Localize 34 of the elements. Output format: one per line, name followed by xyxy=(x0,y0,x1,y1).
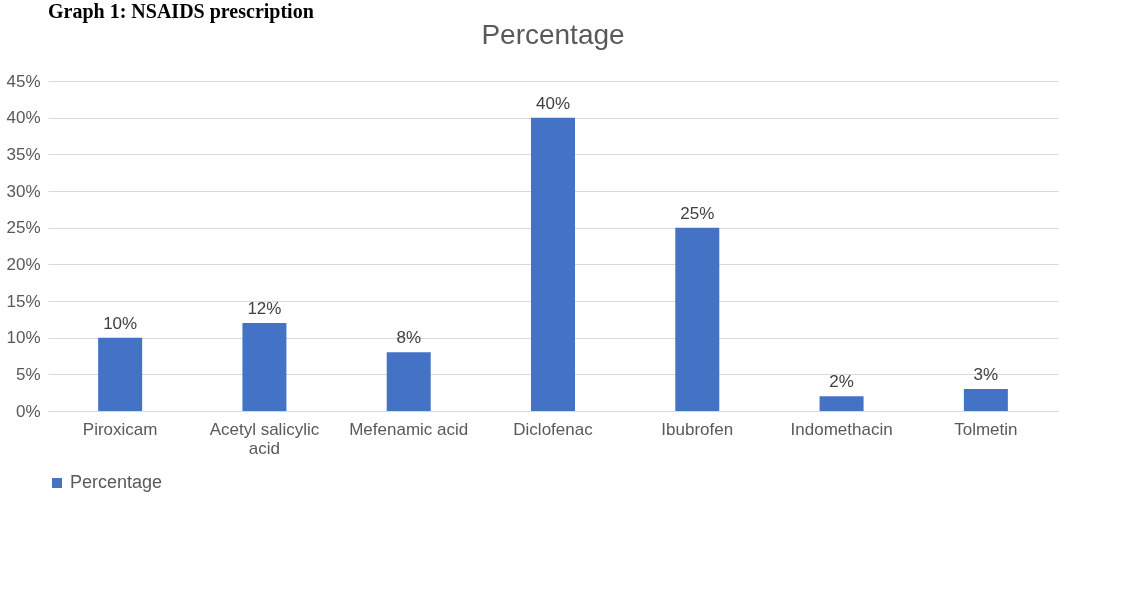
caption: Graph 1: NSAIDS prescription xyxy=(48,0,314,23)
data-label: 25% xyxy=(680,203,715,223)
y-tick-label: 10% xyxy=(6,328,41,348)
bar xyxy=(819,396,864,411)
bar xyxy=(242,323,287,411)
x-tick-label: Tolmetin xyxy=(954,419,1018,439)
data-label: 40% xyxy=(535,93,571,113)
x-tick-label: Acetyl salicylic acid xyxy=(209,419,320,458)
data-label: 10% xyxy=(103,313,138,333)
x-tick-label: Mefenamic acid xyxy=(349,419,469,439)
data-label: 3% xyxy=(973,365,999,384)
data-label: 8% xyxy=(396,328,421,348)
y-tick-label: 15% xyxy=(6,291,41,311)
x-tick-label: Diclofenac xyxy=(513,419,594,439)
chart-title: Percentage xyxy=(481,19,625,50)
legend-label: Percentage xyxy=(70,472,163,492)
bar xyxy=(98,337,143,411)
x-tick-label: Indomethacin xyxy=(790,419,893,439)
y-tick-label: 40% xyxy=(6,108,41,128)
bar xyxy=(386,352,431,411)
y-tick-label: 30% xyxy=(6,181,41,201)
y-tick-label: 35% xyxy=(6,144,41,164)
x-tick-label: Ibubrofen xyxy=(661,419,734,439)
bar xyxy=(675,227,720,411)
y-tick-label: 5% xyxy=(15,364,41,384)
y-tick-label: 20% xyxy=(6,254,41,274)
y-tick-label: 25% xyxy=(6,218,41,238)
x-tick-label: Piroxicam xyxy=(82,419,158,439)
bar xyxy=(531,117,575,411)
data-label: 12% xyxy=(247,299,282,318)
bar xyxy=(963,389,1008,411)
y-tick-label: 45% xyxy=(6,71,41,91)
data-label: 2% xyxy=(829,372,854,392)
y-tick-label: 0% xyxy=(15,401,41,421)
